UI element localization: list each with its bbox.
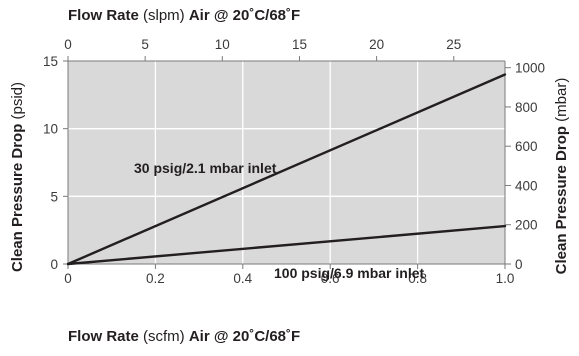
bottom-tick-label: 0.8: [408, 271, 427, 286]
top-tick-label: 5: [141, 37, 149, 52]
right-tick-label: 800: [515, 100, 538, 115]
left-tick-label: 5: [50, 189, 58, 204]
axis-lines: [63, 56, 511, 269]
right-axis-title: Clean Pressure Drop (mbar): [553, 78, 570, 275]
bottom-axis-title: Flow Rate (scfm) Air @ 20˚C/68˚F: [68, 328, 300, 345]
top-tick-label: 0: [64, 37, 72, 52]
top-tick-label: 10: [215, 37, 230, 52]
left-axis-title-unit: (psid): [9, 82, 26, 124]
bottom-tick-label: 0.2: [146, 271, 165, 286]
series-line-1: [66, 224, 507, 266]
bottom-tick-label: 0.4: [233, 271, 252, 286]
grid-lines: [68, 61, 505, 264]
top-axis-title-main: Flow Rate: [68, 7, 139, 24]
tick-labels: 0 0.2 0.4 0.6 0.8 1.00 5 10 15 20 2505101502004006…: [43, 37, 545, 286]
left-tick-label: 0: [50, 257, 58, 272]
left-tick-label: 15: [43, 54, 58, 69]
bottom-tick-label: 0: [64, 271, 72, 286]
left-axis-title: Clean Pressure Drop (psid): [9, 82, 26, 272]
right-tick-label: 1000: [515, 61, 545, 76]
top-tick-label: 25: [446, 37, 461, 52]
bottom-tick-label: 0.6: [321, 271, 340, 286]
series-lines: [66, 73, 507, 266]
top-axis-title-condition: Air @ 20˚C/68˚F: [189, 7, 300, 24]
series-line-0: [66, 73, 507, 266]
series-label-100-psig: 100 psig/6.9 mbar inlet: [274, 265, 425, 281]
bottom-axis-title-unit: (scfm): [139, 328, 189, 345]
right-tick-label: 600: [515, 139, 538, 154]
left-tick-label: 10: [43, 122, 58, 137]
right-tick-label: 400: [515, 178, 538, 193]
bottom-tick-label: 1.0: [496, 271, 515, 286]
top-tick-label: 20: [369, 37, 384, 52]
bottom-axis-title-main: Flow Rate: [68, 328, 139, 345]
right-tick-label: 200: [515, 218, 538, 233]
plot-background: [68, 61, 505, 264]
left-axis-title-main: Clean Pressure Drop: [9, 124, 26, 272]
top-axis-title: Flow Rate (slpm) Air @ 20˚C/68˚F: [68, 7, 300, 24]
top-tick-label: 15: [292, 37, 307, 52]
right-tick-label: 0: [515, 257, 523, 272]
bottom-axis-title-condition: Air @ 20˚C/68˚F: [189, 328, 300, 345]
right-axis-title-main: Clean Pressure Drop: [553, 126, 570, 274]
right-axis-title-unit: (mbar): [553, 78, 570, 126]
top-axis-title-unit: (slpm): [139, 7, 189, 24]
series-label-30-psig: 30 psig/2.1 mbar inlet: [134, 160, 277, 176]
